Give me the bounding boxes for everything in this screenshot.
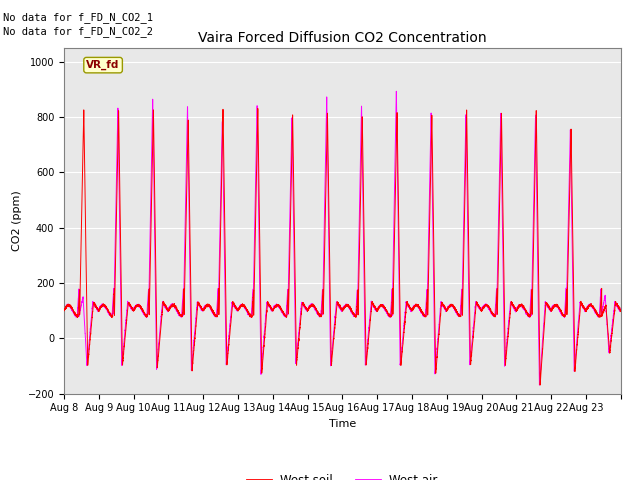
Text: No data for f_FD_N_CO2_2: No data for f_FD_N_CO2_2 [3, 26, 153, 37]
Text: VR_fd: VR_fd [86, 60, 120, 70]
Text: No data for f_FD_N_CO2_1: No data for f_FD_N_CO2_1 [3, 12, 153, 23]
Legend: West soil, West air: West soil, West air [243, 469, 442, 480]
X-axis label: Time: Time [329, 419, 356, 429]
Y-axis label: CO2 (ppm): CO2 (ppm) [12, 191, 22, 251]
Title: Vaira Forced Diffusion CO2 Concentration: Vaira Forced Diffusion CO2 Concentration [198, 32, 486, 46]
